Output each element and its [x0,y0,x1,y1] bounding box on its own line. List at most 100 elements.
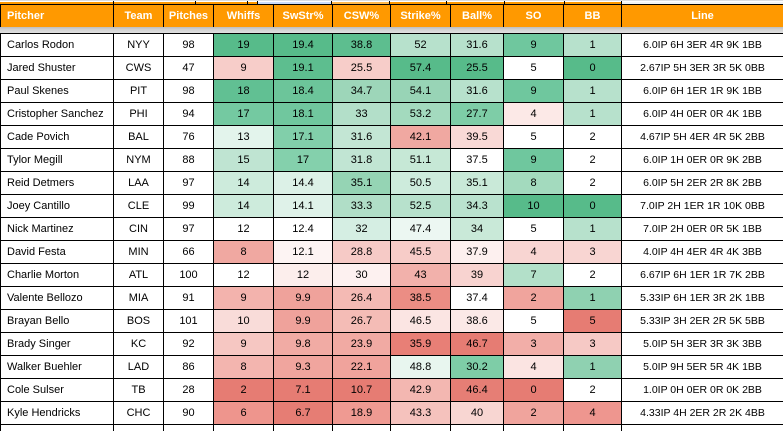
cell-ball[interactable]: 46.7 [451,333,504,356]
cell-team[interactable]: LAD [114,356,164,379]
cell-swstr[interactable]: 17.1 [274,126,333,149]
cell-team[interactable]: MIN [114,241,164,264]
cell-line[interactable]: 5.0IP 9H 5ER 5R 4K 1BB [622,356,783,379]
cell-ball[interactable]: 27.7 [451,103,504,126]
column-header-ball[interactable]: Ball% [451,5,504,28]
cell-ball[interactable]: 38.6 [451,310,504,333]
cell-so[interactable]: 4 [504,241,564,264]
cell-pitches[interactable]: 28 [164,379,214,402]
cell-line[interactable]: 4.67IP 5H 4ER 4R 5K 2BB [622,126,783,149]
cell-team[interactable]: MIA [114,287,164,310]
cell-pitches[interactable]: 66 [164,241,214,264]
cell-strike[interactable]: 57.4 [391,57,451,80]
cell-pitches[interactable]: 101 [164,310,214,333]
cell-empty[interactable] [164,425,214,431]
cell-bb[interactable]: 2 [564,379,622,402]
cell-csw[interactable]: 22.1 [333,356,391,379]
cell-team[interactable]: CIN [114,218,164,241]
cell-line[interactable]: 6.0IP 6H 1ER 1R 9K 1BB [622,80,783,103]
cell-bb[interactable]: 0 [564,195,622,218]
cell-csw[interactable]: 32 [333,218,391,241]
cell-empty[interactable] [274,425,333,431]
cell-whiffs[interactable]: 14 [214,172,274,195]
cell-ball[interactable]: 40 [451,402,504,425]
cell-whiffs[interactable]: 9 [214,287,274,310]
cell-whiffs[interactable]: 19 [214,34,274,57]
cell-csw[interactable]: 33 [333,103,391,126]
cell-empty[interactable] [564,425,622,431]
cell-pitcher[interactable]: Cristopher Sanchez [1,103,114,126]
cell-so[interactable]: 2 [504,287,564,310]
cell-so[interactable]: 3 [504,333,564,356]
cell-strike[interactable]: 35.9 [391,333,451,356]
cell-ball[interactable]: 39.5 [451,126,504,149]
cell-team[interactable]: CWS [114,57,164,80]
cell-bb[interactable]: 0 [564,57,622,80]
cell-bb[interactable]: 4 [564,402,622,425]
cell-team[interactable]: PHI [114,103,164,126]
cell-pitches[interactable]: 88 [164,149,214,172]
cell-strike[interactable]: 53.2 [391,103,451,126]
cell-line[interactable]: 4.33IP 4H 2ER 2R 2K 4BB [622,402,783,425]
cell-team[interactable]: LAA [114,172,164,195]
cell-pitcher[interactable]: Cole Sulser [1,379,114,402]
cell-ball[interactable]: 37.9 [451,241,504,264]
cell-bb[interactable]: 1 [564,287,622,310]
cell-empty[interactable] [451,425,504,431]
cell-strike[interactable]: 42.1 [391,126,451,149]
cell-so[interactable]: 5 [504,310,564,333]
cell-ball[interactable]: 25.5 [451,57,504,80]
column-header-pitcher[interactable]: Pitcher [1,5,114,28]
cell-ball[interactable]: 31.6 [451,80,504,103]
cell-pitches[interactable]: 47 [164,57,214,80]
cell-pitches[interactable]: 92 [164,333,214,356]
cell-whiffs[interactable]: 10 [214,310,274,333]
cell-csw[interactable]: 26.4 [333,287,391,310]
cell-pitcher[interactable]: Joey Cantillo [1,195,114,218]
cell-line[interactable]: 6.0IP 5H 2ER 2R 8K 2BB [622,172,783,195]
cell-line[interactable]: 6.0IP 4H 0ER 0R 4K 1BB [622,103,783,126]
cell-team[interactable]: BAL [114,126,164,149]
cell-whiffs[interactable]: 9 [214,333,274,356]
cell-swstr[interactable]: 14.1 [274,195,333,218]
cell-pitcher[interactable]: Carlos Rodon [1,34,114,57]
column-header-strike[interactable]: Strike% [391,5,451,28]
column-header-swstr[interactable]: SwStr% [274,5,333,28]
cell-swstr[interactable]: 19.1 [274,57,333,80]
cell-whiffs[interactable]: 6 [214,402,274,425]
cell-so[interactable]: 0 [504,379,564,402]
cell-line[interactable]: 4.0IP 4H 4ER 4R 4K 3BB [622,241,783,264]
cell-so[interactable]: 10 [504,195,564,218]
cell-pitcher[interactable]: Walker Buehler [1,356,114,379]
cell-bb[interactable]: 1 [564,103,622,126]
cell-empty[interactable] [1,425,114,431]
cell-ball[interactable]: 34 [451,218,504,241]
cell-pitcher[interactable]: Brayan Bello [1,310,114,333]
column-header-team[interactable]: Team [114,5,164,28]
cell-line[interactable]: 5.0IP 5H 3ER 3R 3K 3BB [622,333,783,356]
cell-so[interactable]: 7 [504,264,564,287]
column-header-pitches[interactable]: Pitches [164,5,214,28]
cell-pitcher[interactable]: David Festa [1,241,114,264]
cell-so[interactable]: 8 [504,172,564,195]
cell-swstr[interactable]: 18.4 [274,80,333,103]
cell-whiffs[interactable]: 15 [214,149,274,172]
cell-team[interactable]: NYY [114,34,164,57]
column-header-so[interactable]: SO [504,5,564,28]
cell-csw[interactable]: 18.9 [333,402,391,425]
cell-swstr[interactable]: 17 [274,149,333,172]
cell-ball[interactable]: 35.1 [451,172,504,195]
cell-pitches[interactable]: 76 [164,126,214,149]
cell-bb[interactable]: 1 [564,356,622,379]
cell-line[interactable]: 6.0IP 6H 3ER 4R 9K 1BB [622,34,783,57]
cell-strike[interactable]: 42.9 [391,379,451,402]
cell-pitches[interactable]: 98 [164,34,214,57]
cell-swstr[interactable]: 12.1 [274,241,333,264]
cell-csw[interactable]: 23.9 [333,333,391,356]
cell-whiffs[interactable]: 12 [214,264,274,287]
cell-team[interactable]: PIT [114,80,164,103]
cell-so[interactable]: 9 [504,34,564,57]
cell-strike[interactable]: 52 [391,34,451,57]
cell-swstr[interactable]: 18.1 [274,103,333,126]
column-header-line[interactable]: Line [622,5,783,28]
